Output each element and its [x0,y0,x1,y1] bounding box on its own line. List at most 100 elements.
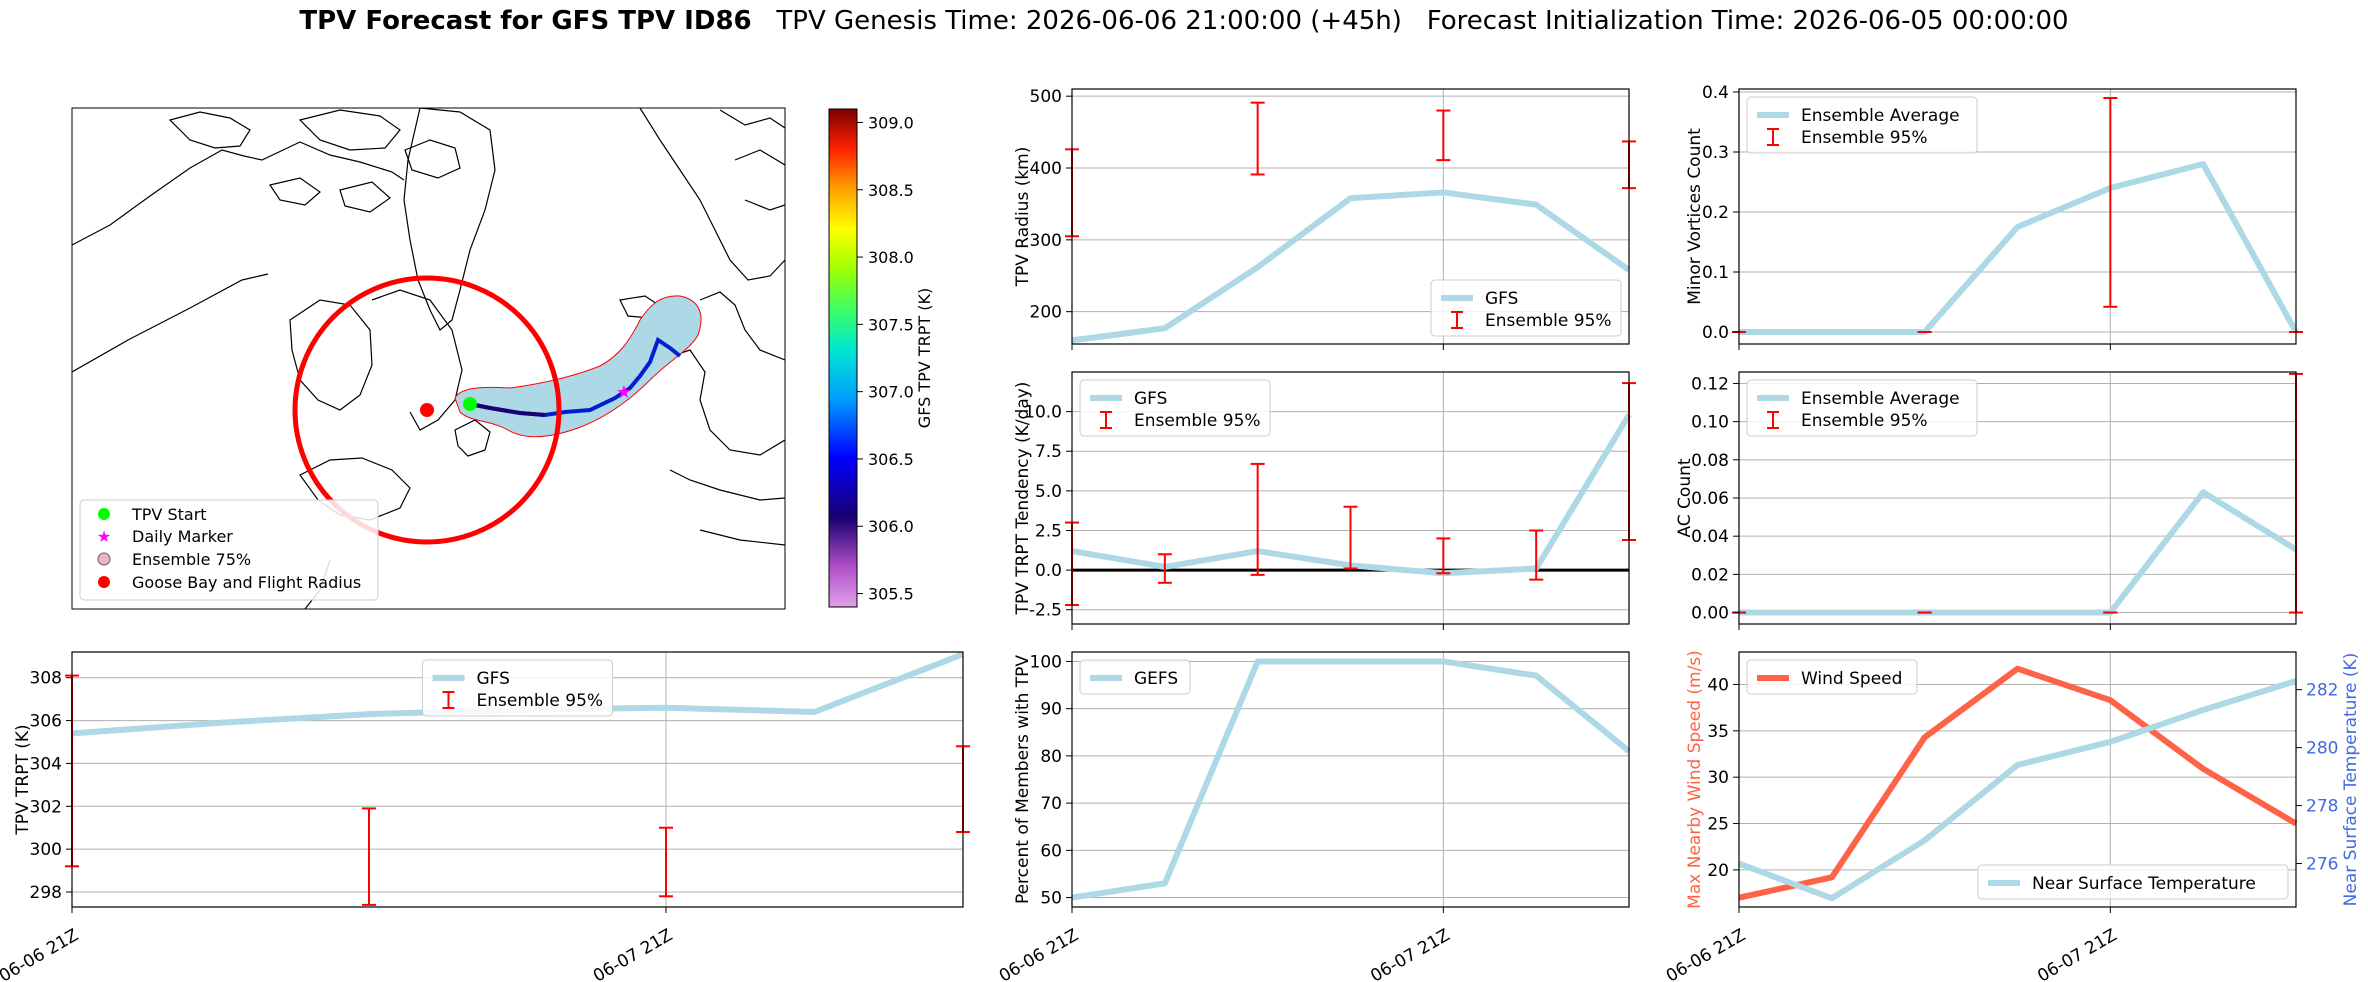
legend-ensemble-label: Ensemble 75% [132,550,251,569]
legend-label: Ensemble 95% [1134,411,1261,431]
legend-errorbar-swatch [1767,128,1779,146]
legend: Near Surface Temperature [1977,864,2289,900]
chart-trpt: 298 300 302 304 306 308 06-06 21Z 06-07 21Z TPV … [0,651,970,982]
y-tick-label: 306 [30,712,62,732]
coastline-hudson [289,299,373,411]
x-tick-label: 06-06 21Z [996,925,1082,982]
y-axis-label: TPV TRPT Tendency (K/day) [1013,382,1033,616]
y-tick-label: 0.0 [1035,561,1062,581]
y-tick-label: 25 [1707,815,1729,835]
map-legend: TPV Start ★ Daily Marker Ensemble 75% Go… [79,499,379,601]
y-tick-label: 0.02 [1691,565,1729,585]
colorbar-tick-label: 306.0 [868,517,914,536]
chart-minor: 0.0 0.1 0.2 0.3 0.4 Minor Vortices Count Ensem… [1685,83,2303,350]
coastline-europe-1 [699,291,785,361]
y2-tick-label: 280 [2306,739,2338,759]
map-land [72,108,785,609]
error-bar [2103,97,2118,308]
legend-box [1977,864,2289,900]
y-axis-label: Percent of Members with TPV [1013,655,1033,904]
y-tick-label: 90 [1040,700,1062,720]
y-axis-label: Minor Vortices Count [1685,128,1705,305]
legend-label: Ensemble 95% [1801,128,1928,148]
figure-title-bold: TPV Forecast for GFS TPV ID86 [299,6,752,36]
coastline-labrador [371,289,463,431]
legend-tpv-start-label: TPV Start [131,505,207,524]
axes-frame [71,651,964,908]
colorbar-bar [828,108,858,608]
legend-daily-marker-icon: ★ [97,527,111,546]
goose-bay-marker [420,403,434,417]
colorbar-label: GFS TPV TRPT (K) [915,288,934,428]
y-tick-label: 304 [30,754,62,774]
legend-errorbar-swatch [1451,311,1463,329]
coastline-greenland [403,108,496,331]
map-legend-box [79,499,379,601]
y-tick-label: 0.2 [1702,203,1729,223]
goose-bay-flight-radius [292,275,562,545]
legend-box [1079,379,1271,437]
y-tick-label: 300 [30,840,62,860]
legend-errorbar-swatch [442,691,455,709]
colorbar-tick-label: 308.0 [868,248,914,267]
y-tick-label: 20 [1707,861,1729,881]
y-tick-label: 0.04 [1691,527,1729,547]
x-tick-label: 06-07 21Z [1367,925,1453,982]
y2-axis-label: Near Surface Temperature (K) [2341,653,2361,907]
y-tick-label: 0.10 [1691,413,1729,433]
x-tick-label: 06-06 21Z [0,925,82,982]
colorbar: 309.0 308.5 308.0 307.5 307.0 306.5 306.0 305.5… [828,108,934,608]
series-line-ensemble-average [1739,161,2299,335]
colorbar-ticks: 309.0 308.5 308.0 307.5 307.0 306.5 306.0 305.5 [857,113,914,604]
legend-label: Ensemble Average [1801,389,1960,409]
y-tick-label: 60 [1040,841,1062,861]
axes-frame [1738,88,2297,345]
coastline-arctic-3 [404,139,461,179]
legend-errorbar-swatch [1767,411,1779,429]
y-tick-label: 0.12 [1691,374,1729,394]
y-tick-label: 35 [1707,722,1729,742]
map-panel: ★ TPV Start ★ Daily Marker Ensemble 75% … [71,107,934,610]
coastline-arctic-2 [298,109,401,151]
y-tick-label: 0.4 [1702,83,1729,103]
coastline-europe-5 [719,109,785,129]
colorbar-tick-label: 306.5 [868,450,914,469]
coastline-europe-2 [659,349,785,456]
y2-tick-label: 278 [2306,797,2338,817]
y-tick-label: 500 [1030,87,1062,107]
y-tick-label: -2.5 [1029,601,1062,621]
error-bar [1436,109,1451,162]
legend-label: GFS [1134,389,1167,409]
series-line-wind-speed [1738,665,2298,901]
y-tick-label: 10.0 [1024,403,1062,423]
error-bar [1343,505,1358,570]
series-line-gefs [1071,658,1631,901]
legend-label: GEFS [1134,669,1178,689]
y2-tick-label: 282 [2306,681,2338,701]
y-tick-label: 30 [1707,768,1729,788]
y-tick-label: 50 [1040,889,1062,909]
legend-tpv-start-icon [98,508,110,520]
coastline-arctic-4 [269,177,321,206]
coastline-europe-3 [669,469,785,501]
x-tick-label: 06-07 21Z [2034,925,2120,982]
y-tick-label: 400 [1030,159,1062,179]
colorbar-tick-label: 309.0 [868,113,914,132]
y-tick-label: 302 [30,797,62,817]
y-tick-label: 0.3 [1702,143,1729,163]
error-bar [659,826,673,898]
series-line-ensemble-average [1739,489,2298,616]
series-line-near-surface-temperature [1737,678,2297,902]
y-tick-label: 0.08 [1691,451,1729,471]
legend-goose-bay-icon [98,576,110,588]
y-tick-label: 298 [30,883,62,903]
y-tick-label: 0.0 [1702,323,1729,343]
legend-box [422,659,613,717]
y-tick-label: 70 [1040,794,1062,814]
legend: Wind Speed [1746,659,1918,695]
